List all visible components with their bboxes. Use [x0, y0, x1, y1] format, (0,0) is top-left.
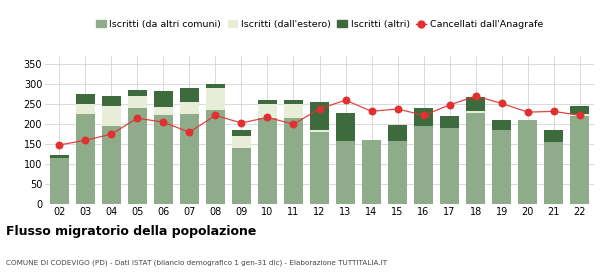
- Bar: [232, 148, 251, 204]
- Point: [185, 130, 194, 134]
- Bar: [492, 130, 511, 204]
- Bar: [466, 113, 485, 204]
- Bar: [440, 116, 459, 128]
- Point: [236, 121, 246, 125]
- Bar: [232, 136, 251, 148]
- Bar: [284, 118, 303, 204]
- Bar: [76, 104, 95, 114]
- Bar: [232, 130, 251, 136]
- Bar: [388, 141, 407, 204]
- Point: [263, 115, 272, 120]
- Bar: [180, 114, 199, 204]
- Bar: [310, 132, 329, 204]
- Point: [393, 107, 403, 111]
- Bar: [414, 126, 433, 204]
- Point: [471, 94, 481, 98]
- Bar: [284, 104, 303, 118]
- Point: [575, 113, 584, 118]
- Point: [419, 113, 428, 118]
- Bar: [102, 96, 121, 106]
- Bar: [154, 107, 173, 115]
- Bar: [336, 141, 355, 204]
- Bar: [258, 104, 277, 118]
- Bar: [258, 118, 277, 204]
- Bar: [50, 155, 68, 158]
- Bar: [571, 114, 589, 116]
- Bar: [76, 114, 95, 204]
- Bar: [440, 128, 459, 204]
- Bar: [206, 84, 225, 88]
- Point: [341, 98, 350, 102]
- Bar: [128, 108, 147, 204]
- Point: [107, 132, 116, 136]
- Legend: Iscritti (da altri comuni), Iscritti (dall'estero), Iscritti (altri), Cancellati: Iscritti (da altri comuni), Iscritti (da…: [92, 16, 547, 33]
- Bar: [414, 108, 433, 126]
- Bar: [544, 130, 563, 142]
- Text: COMUNE DI CODEVIGO (PD) - Dati ISTAT (bilancio demografico 1 gen-31 dic) - Elabo: COMUNE DI CODEVIGO (PD) - Dati ISTAT (bi…: [6, 259, 387, 265]
- Point: [55, 143, 64, 147]
- Bar: [466, 97, 485, 111]
- Bar: [76, 94, 95, 104]
- Point: [158, 120, 168, 124]
- Point: [289, 122, 298, 127]
- Bar: [154, 115, 173, 204]
- Point: [80, 138, 90, 143]
- Point: [211, 113, 220, 118]
- Bar: [492, 120, 511, 130]
- Bar: [310, 102, 329, 130]
- Bar: [180, 102, 199, 114]
- Point: [367, 109, 376, 114]
- Point: [445, 103, 454, 107]
- Bar: [180, 88, 199, 102]
- Bar: [571, 116, 589, 204]
- Bar: [206, 88, 225, 110]
- Bar: [362, 140, 381, 204]
- Bar: [258, 100, 277, 104]
- Bar: [571, 106, 589, 114]
- Bar: [336, 113, 355, 141]
- Bar: [466, 111, 485, 113]
- Bar: [206, 110, 225, 204]
- Bar: [284, 100, 303, 104]
- Bar: [544, 142, 563, 204]
- Text: Flusso migratorio della popolazione: Flusso migratorio della popolazione: [6, 225, 256, 238]
- Bar: [388, 125, 407, 141]
- Bar: [50, 158, 68, 204]
- Point: [315, 107, 325, 111]
- Point: [133, 116, 142, 120]
- Bar: [128, 96, 147, 108]
- Bar: [128, 90, 147, 96]
- Bar: [518, 120, 537, 204]
- Bar: [102, 106, 121, 126]
- Bar: [310, 130, 329, 132]
- Bar: [154, 91, 173, 107]
- Bar: [102, 126, 121, 204]
- Point: [497, 101, 506, 106]
- Point: [523, 110, 532, 115]
- Point: [549, 109, 559, 114]
